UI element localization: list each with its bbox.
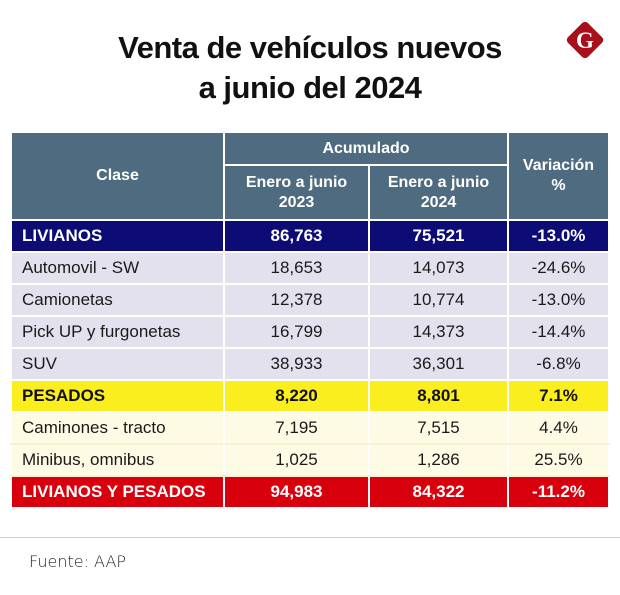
footer-divider xyxy=(0,537,620,538)
header-variacion-line2: % xyxy=(551,177,566,194)
cell-clase: SUV xyxy=(10,347,225,381)
cell-variacion: -24.6% xyxy=(507,251,610,285)
cell-2024: 75,521 xyxy=(368,219,509,253)
cell-2024: 14,073 xyxy=(368,251,509,285)
header-2024: Enero a junio 2024 xyxy=(368,164,509,221)
cell-variacion: 4.4% xyxy=(507,411,610,445)
cell-variacion: -14.4% xyxy=(507,315,610,349)
cell-clase: Automovil - SW xyxy=(10,251,225,285)
title-line-1: Venta de vehículos nuevos xyxy=(118,30,502,65)
header-2023-line1: Enero a junio xyxy=(245,173,348,191)
cell-variacion: -13.0% xyxy=(507,283,610,317)
cell-variacion: -6.8% xyxy=(507,347,610,381)
logo-letter: G xyxy=(576,28,594,53)
sales-table: Clase Acumulado Variación % Enero a juni… xyxy=(10,131,610,509)
cell-2023: 12,378 xyxy=(223,283,370,317)
header-clase: Clase xyxy=(10,131,225,221)
title-line-2: a junio del 2024 xyxy=(198,70,422,105)
cell-clase: Camionetas xyxy=(10,283,225,317)
source-note: Fuente: AAP xyxy=(29,552,127,571)
cell-2024: 7,515 xyxy=(368,411,509,445)
cell-clase: Minibus, omnibus xyxy=(10,443,225,477)
cell-2023: 86,763 xyxy=(223,219,370,253)
cell-2023: 8,220 xyxy=(223,379,370,413)
cell-clase: LIVIANOS xyxy=(10,219,225,253)
cell-clase: LIVIANOS Y PESADOS xyxy=(10,475,225,509)
table-row-sub-blue: SUV 38,933 36,301 -6.8% xyxy=(10,347,610,381)
cell-2023: 7,195 xyxy=(223,411,370,445)
page-title: Venta de vehículos nuevos a junio del 20… xyxy=(0,28,620,108)
cell-clase: Pick UP y furgonetas xyxy=(10,315,225,349)
table-body: LIVIANOS 86,763 75,521 -13.0% Automovil - SW… xyxy=(10,219,610,509)
cell-variacion: -13.0% xyxy=(507,219,610,253)
cell-2023: 16,799 xyxy=(223,315,370,349)
cell-2023: 94,983 xyxy=(223,475,370,509)
table-row-group-blue: LIVIANOS 86,763 75,521 -13.0% xyxy=(10,219,610,253)
cell-2024: 84,322 xyxy=(368,475,509,509)
cell-variacion: 25.5% xyxy=(507,443,610,477)
cell-variacion: 7.1% xyxy=(507,379,610,413)
cell-2024: 10,774 xyxy=(368,283,509,317)
cell-clase: Caminones - tracto xyxy=(10,411,225,445)
cell-2023: 18,653 xyxy=(223,251,370,285)
header-variacion-line1: Variación xyxy=(522,157,595,174)
table-row-group-yellow: PESADOS 8,220 8,801 7.1% xyxy=(10,379,610,413)
brand-logo-icon: G xyxy=(563,18,607,62)
cell-2023: 38,933 xyxy=(223,347,370,381)
cell-2024: 14,373 xyxy=(368,315,509,349)
brand-logo-diamond-icon: G xyxy=(566,21,604,59)
table-row-total: LIVIANOS Y PESADOS 94,983 84,322 -11.2% xyxy=(10,475,610,509)
header-2023-line2: 2023 xyxy=(278,193,315,211)
table-row-sub-yellow: Minibus, omnibus 1,025 1,286 25.5% xyxy=(10,443,610,477)
header-variacion: Variación % xyxy=(507,131,610,221)
header-2023: Enero a junio 2023 xyxy=(223,164,370,221)
cell-2024: 36,301 xyxy=(368,347,509,381)
table-row-sub-blue: Pick UP y furgonetas 16,799 14,373 -14.4% xyxy=(10,315,610,349)
table-row-sub-blue: Automovil - SW 18,653 14,073 -24.6% xyxy=(10,251,610,285)
cell-2024: 8,801 xyxy=(368,379,509,413)
table-row-sub-blue: Camionetas 12,378 10,774 -13.0% xyxy=(10,283,610,317)
table-row-sub-yellow: Caminones - tracto 7,195 7,515 4.4% xyxy=(10,411,610,445)
cell-clase: PESADOS xyxy=(10,379,225,413)
header-2024-line1: Enero a junio xyxy=(387,173,490,191)
header-2024-line2: 2024 xyxy=(420,193,457,211)
cell-2023: 1,025 xyxy=(223,443,370,477)
cell-variacion: -11.2% xyxy=(507,475,610,509)
cell-2024: 1,286 xyxy=(368,443,509,477)
header-acumulado: Acumulado xyxy=(223,131,509,166)
